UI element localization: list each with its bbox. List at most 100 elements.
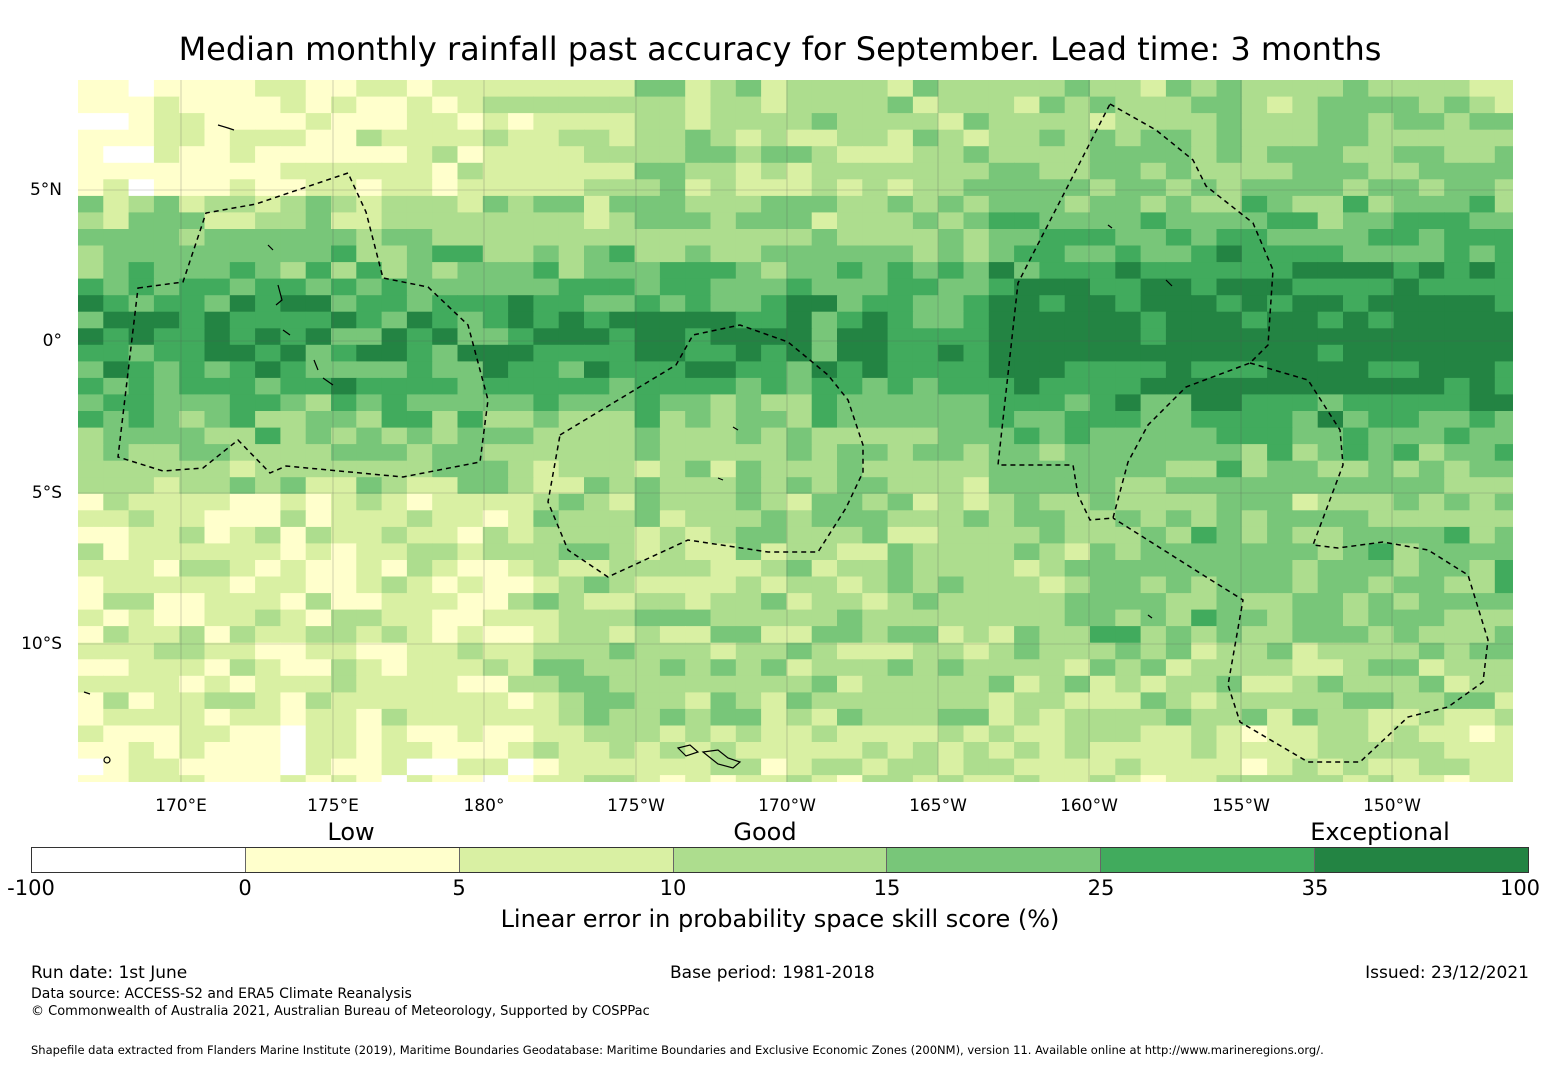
grid-cell xyxy=(988,593,1015,611)
grid-cell xyxy=(103,593,130,611)
grid-cell xyxy=(1418,725,1445,743)
grid-cell xyxy=(1165,212,1192,230)
grid-cell xyxy=(103,626,130,644)
grid-cell xyxy=(710,311,737,329)
grid-cell xyxy=(229,328,256,346)
grid-cell xyxy=(533,146,560,164)
grid-cell xyxy=(1216,113,1243,131)
grid-cell xyxy=(735,444,762,462)
grid-cell xyxy=(761,162,787,180)
grid-cell xyxy=(1241,278,1268,296)
grid-cell xyxy=(887,758,914,776)
grid-cell xyxy=(761,742,787,760)
grid-cell xyxy=(963,96,990,114)
grid-cell xyxy=(1241,377,1268,396)
grid-cell xyxy=(1343,328,1369,346)
grid-cell xyxy=(457,295,484,313)
grid-cell xyxy=(1418,179,1445,197)
grid-cell xyxy=(482,626,509,644)
grid-cell xyxy=(153,278,180,296)
grid-cell xyxy=(1241,775,1268,782)
grid-cell xyxy=(1317,245,1344,263)
grid-cell xyxy=(786,576,813,594)
grid-cell xyxy=(508,576,534,594)
grid-cell xyxy=(1393,245,1420,263)
grid-cell xyxy=(1064,560,1091,578)
grid-cell xyxy=(381,427,408,445)
grid-cell xyxy=(1343,708,1369,727)
grid-cell xyxy=(508,758,534,776)
grid-cell xyxy=(457,361,484,379)
grid-cell xyxy=(938,593,965,611)
grid-cell xyxy=(406,245,433,263)
grid-cell xyxy=(255,394,281,412)
grid-cell xyxy=(558,477,585,495)
grid-cell xyxy=(887,377,914,396)
grid-cell xyxy=(78,344,104,362)
grid-cell xyxy=(558,344,585,362)
grid-cell xyxy=(457,642,484,660)
grid-cell xyxy=(735,80,762,98)
grid-cell xyxy=(887,460,914,478)
grid-cell xyxy=(204,328,231,346)
grid-cell xyxy=(1469,493,1496,511)
grid-cell xyxy=(938,344,965,362)
grid-cell xyxy=(305,659,332,677)
grid-cell xyxy=(1216,80,1243,98)
grid-cell xyxy=(634,361,661,379)
grid-cell xyxy=(1368,129,1395,147)
grid-cell xyxy=(735,96,762,114)
grid-cell xyxy=(1368,725,1395,743)
grid-cell xyxy=(1191,692,1218,710)
grid-cell xyxy=(153,576,180,594)
grid-cell xyxy=(938,113,965,131)
grid-cell xyxy=(229,96,256,114)
grid-cell xyxy=(1191,262,1218,280)
grid-cell xyxy=(938,493,965,511)
grid-cell xyxy=(938,361,965,379)
grid-cell xyxy=(305,229,332,247)
grid-cell xyxy=(634,742,661,760)
grid-cell xyxy=(1064,659,1091,677)
grid-cell xyxy=(837,493,863,511)
grid-cell xyxy=(1267,113,1293,131)
grid-cell xyxy=(1064,477,1091,495)
grid-cell xyxy=(1241,162,1268,180)
island-samoa-savaii xyxy=(676,744,700,757)
grid-cell xyxy=(710,361,737,379)
grid-cell xyxy=(1039,642,1066,660)
grid-cell xyxy=(305,195,332,214)
grid-cell xyxy=(634,212,661,230)
grid-cell xyxy=(1267,394,1293,412)
grid-cell xyxy=(988,146,1015,164)
grid-cell xyxy=(305,311,332,329)
island-samoa-upolu xyxy=(701,749,742,769)
grid-cell xyxy=(1090,295,1116,313)
grid-cell xyxy=(786,129,813,147)
grid-cell xyxy=(710,526,737,545)
grid-cell xyxy=(229,411,256,429)
grid-cell xyxy=(1014,411,1040,429)
grid-cell xyxy=(305,477,332,495)
grid-cell xyxy=(305,593,332,611)
grid-cell xyxy=(255,361,281,379)
grid-cell xyxy=(735,609,762,627)
grid-cell xyxy=(1292,708,1319,727)
islands xyxy=(83,124,1173,769)
grid-cell xyxy=(331,162,357,180)
grid-cell xyxy=(1494,692,1513,710)
grid-cell xyxy=(1140,576,1167,594)
grid-cell xyxy=(179,361,206,379)
grid-cell xyxy=(1191,311,1218,329)
grid-cell xyxy=(331,245,357,263)
grid-cell xyxy=(1292,229,1319,247)
grid-cell xyxy=(457,411,484,429)
grid-cell xyxy=(381,725,408,743)
grid-cell xyxy=(331,262,357,280)
grid-cell xyxy=(229,543,256,561)
grid-cell xyxy=(1393,642,1420,660)
grid-cell xyxy=(179,212,206,230)
grid-cell xyxy=(457,692,484,710)
grid-cell xyxy=(1444,775,1471,782)
grid-cell xyxy=(609,692,636,710)
